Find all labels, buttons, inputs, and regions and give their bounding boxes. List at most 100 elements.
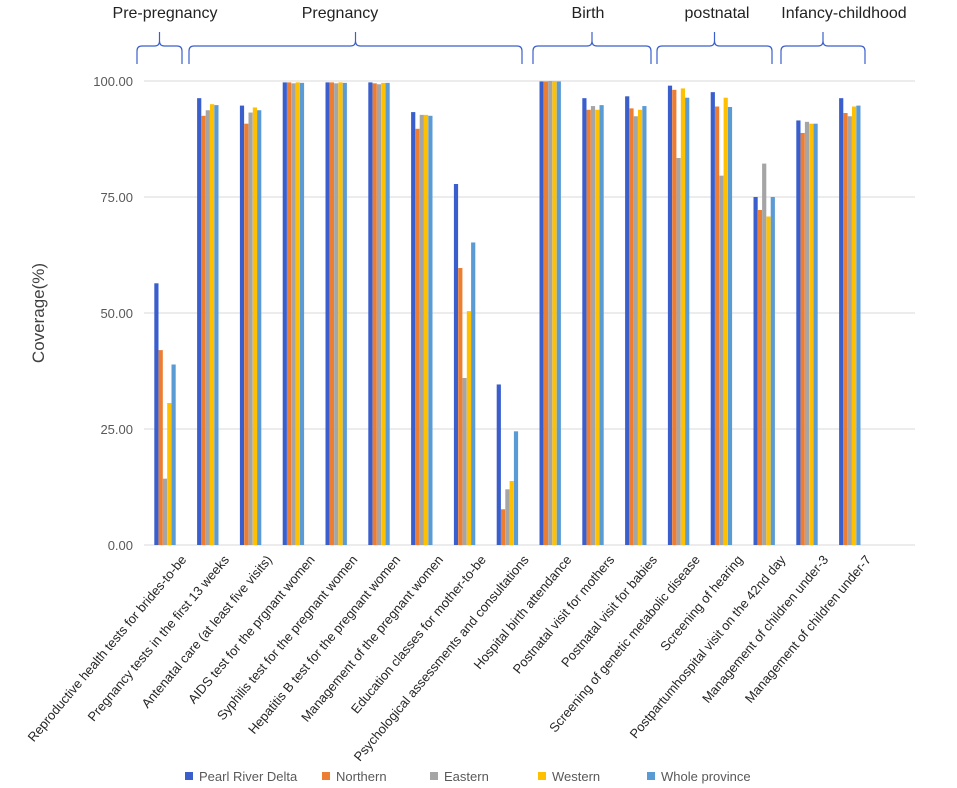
bar-pearl-river-delta [368,82,373,545]
bar-whole-province [299,82,305,546]
bar-eastern [847,116,852,545]
bar-eastern [248,112,253,546]
legend-swatch [538,772,546,780]
bar-eastern [505,489,510,545]
bar-northern [586,109,591,546]
x-tick-label: Postpartumhospital visit on the 42nd day [627,552,789,741]
bar-pearl-river-delta [411,112,416,545]
bar-whole-province [556,81,561,546]
bar-pearl-river-delta [667,85,673,545]
bar-eastern [162,478,168,545]
bar-western [338,82,343,545]
bar-eastern [462,377,467,545]
bar-western [766,216,771,546]
group-label: postnatal [685,5,750,22]
y-tick-label: 100.00 [93,74,133,89]
legend-label: Whole province [661,769,751,784]
bar-eastern [205,110,210,545]
y-tick-label: 50.00 [100,306,133,321]
legend-label: Northern [336,769,387,784]
y-tick-label: 0.00 [108,538,133,553]
bar-pearl-river-delta [239,105,245,545]
bar-northern [458,267,463,545]
bar-northern [244,123,249,545]
bar-northern [843,113,848,546]
bar-western [210,104,215,545]
gridlines [144,80,915,546]
bar-pearl-river-delta [839,98,844,546]
group-label: Pre-pregnancy [113,5,218,22]
bar-whole-province [214,105,219,545]
bar-northern [201,115,206,546]
bar-whole-province [727,106,733,545]
bar-eastern [376,84,382,545]
group-label: Infancy-childhood [781,5,906,22]
bar-eastern [676,158,681,545]
bar-pearl-river-delta [625,96,630,545]
bar-western [295,82,300,545]
bar-western [723,97,728,545]
bar-western [167,403,172,545]
legend-swatch [322,772,330,780]
bar-northern [501,509,506,545]
bar-northern [158,350,163,545]
bar-pearl-river-delta [496,384,501,545]
bar-northern [757,209,762,546]
bar-pearl-river-delta [753,197,758,545]
bar-whole-province [513,431,519,545]
bar-eastern [334,83,339,545]
group-label: Pregnancy [302,5,379,22]
bar-whole-province [770,197,775,545]
bar-whole-province [428,115,433,546]
group-bracket [188,32,523,64]
bar-western [809,123,814,545]
bar-northern [715,106,720,546]
bar-northern [415,128,420,546]
y-tick-label: 75.00 [100,190,133,205]
legend-label: Pearl River Delta [199,769,298,784]
bar-western [552,81,557,545]
group-brackets: Pre-pregnancy Pregnancy Birth postnatal Infa… [113,5,907,64]
bar-pearl-river-delta [582,98,587,546]
y-tick-label: 25.00 [100,422,133,437]
bar-pearl-river-delta [197,98,202,546]
bar-eastern [804,121,810,545]
bar-northern [287,82,292,545]
legend-swatch [185,772,193,780]
bars [154,81,861,546]
y-axis-ticks: 0.00 25.00 50.00 75.00 100.00 [93,74,133,553]
bar-pearl-river-delta [154,283,159,545]
bar-pearl-river-delta [325,82,330,545]
bar-pearl-river-delta [796,120,801,545]
bar-western [381,82,386,546]
bar-whole-province [685,97,690,545]
group-bracket [136,32,183,64]
bar-whole-province [471,242,476,545]
bar-pearl-river-delta [453,184,459,545]
bar-northern [800,132,805,545]
bar-eastern [548,81,553,545]
bar-western [466,311,471,545]
bar-western [252,107,257,545]
legend-label: Eastern [444,769,489,784]
legend-swatch [430,772,438,780]
legend-label: Western [552,769,600,784]
bar-whole-province [642,106,647,545]
bar-eastern [419,114,424,546]
legend-swatch [647,772,655,780]
bar-eastern [291,83,296,545]
bar-western [638,109,643,546]
bar-eastern [633,116,638,545]
y-axis-label: Coverage(%) [29,263,48,363]
bar-whole-province [813,123,818,545]
bar-western [595,109,600,546]
bar-eastern [762,163,767,545]
bar-pearl-river-delta [282,82,287,545]
legend: Pearl River Delta Northern Eastern Western W… [185,769,751,784]
x-tick-label: Reproductive health tests for brides-to-… [25,552,190,744]
bar-western [680,88,685,546]
group-bracket [780,32,866,64]
bar-whole-province [257,110,262,545]
